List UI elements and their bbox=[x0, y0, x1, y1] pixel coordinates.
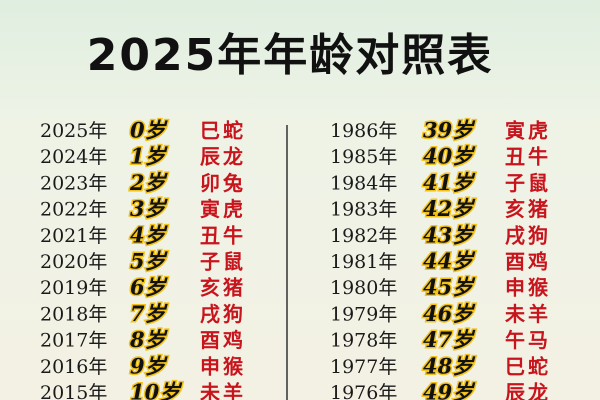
year: 1979年 bbox=[330, 303, 397, 325]
age: 41岁 bbox=[423, 170, 476, 195]
zodiac: 亥猪 bbox=[200, 276, 246, 300]
zodiac: 子鼠 bbox=[200, 250, 246, 274]
zodiac: 丑牛 bbox=[200, 223, 246, 247]
year: 2025年 bbox=[40, 120, 107, 142]
age: 46岁 bbox=[423, 301, 476, 326]
year: 1982年 bbox=[330, 225, 397, 247]
age: 42岁 bbox=[423, 196, 476, 221]
year: 2016年 bbox=[40, 356, 107, 378]
zodiac: 丑牛 bbox=[505, 145, 551, 169]
year: 2019年 bbox=[40, 277, 107, 299]
zodiac: 申猴 bbox=[505, 276, 551, 300]
age: 40岁 bbox=[423, 144, 476, 169]
year: 1984年 bbox=[330, 172, 397, 194]
year: 1978年 bbox=[330, 330, 397, 352]
title: 2025年年龄对照表 bbox=[87, 30, 493, 81]
year: 2022年 bbox=[40, 199, 107, 221]
zodiac: 辰龙 bbox=[505, 381, 551, 400]
year: 2023年 bbox=[40, 172, 107, 194]
year: 2018年 bbox=[40, 303, 107, 325]
zodiac: 寅虎 bbox=[200, 197, 246, 221]
zodiac: 寅虎 bbox=[505, 119, 551, 143]
zodiac: 戌狗 bbox=[200, 302, 246, 326]
year: 1983年 bbox=[330, 199, 397, 221]
zodiac: 未羊 bbox=[200, 381, 246, 400]
age: 2岁 bbox=[129, 170, 169, 195]
year: 1976年 bbox=[330, 382, 397, 400]
zodiac: 酉鸡 bbox=[505, 250, 551, 274]
year: 2015年 bbox=[40, 382, 107, 400]
zodiac: 巳蛇 bbox=[200, 119, 246, 143]
zodiac: 午马 bbox=[505, 328, 551, 352]
age: 47岁 bbox=[423, 327, 476, 352]
age: 10岁 bbox=[130, 380, 183, 400]
zodiac: 辰龙 bbox=[200, 145, 246, 169]
year: 2021年 bbox=[40, 225, 107, 247]
age: 3岁 bbox=[130, 196, 169, 221]
age: 39岁 bbox=[423, 118, 476, 143]
age: 5岁 bbox=[130, 249, 169, 274]
age: 45岁 bbox=[423, 275, 476, 300]
year: 1981年 bbox=[330, 251, 397, 273]
zodiac: 亥猪 bbox=[505, 197, 551, 221]
zodiac: 申猴 bbox=[200, 354, 246, 378]
zodiac: 未羊 bbox=[505, 302, 551, 326]
zodiac: 酉鸡 bbox=[200, 328, 246, 352]
age: 0岁 bbox=[130, 118, 169, 143]
age: 9岁 bbox=[130, 353, 169, 378]
year: 2024年 bbox=[40, 146, 107, 168]
year: 2017年 bbox=[40, 330, 107, 352]
age: 6岁 bbox=[130, 275, 169, 300]
year: 1985年 bbox=[330, 146, 397, 168]
year: 2020年 bbox=[40, 251, 107, 273]
year: 1980年 bbox=[330, 277, 397, 299]
age: 7岁 bbox=[130, 301, 169, 326]
zodiac: 巳蛇 bbox=[505, 354, 551, 378]
zodiac: 卯兔 bbox=[200, 171, 246, 195]
age: 43岁 bbox=[423, 222, 476, 247]
age: 1岁 bbox=[130, 144, 169, 169]
year: 1986年 bbox=[330, 120, 397, 142]
age: 8岁 bbox=[129, 327, 169, 352]
zodiac: 戌狗 bbox=[505, 223, 551, 247]
age: 44岁 bbox=[423, 249, 476, 274]
age: 48岁 bbox=[423, 353, 476, 378]
age: 4岁 bbox=[130, 222, 169, 247]
year: 1977年 bbox=[330, 356, 397, 378]
age: 49岁 bbox=[423, 380, 476, 400]
zodiac: 子鼠 bbox=[505, 171, 551, 195]
